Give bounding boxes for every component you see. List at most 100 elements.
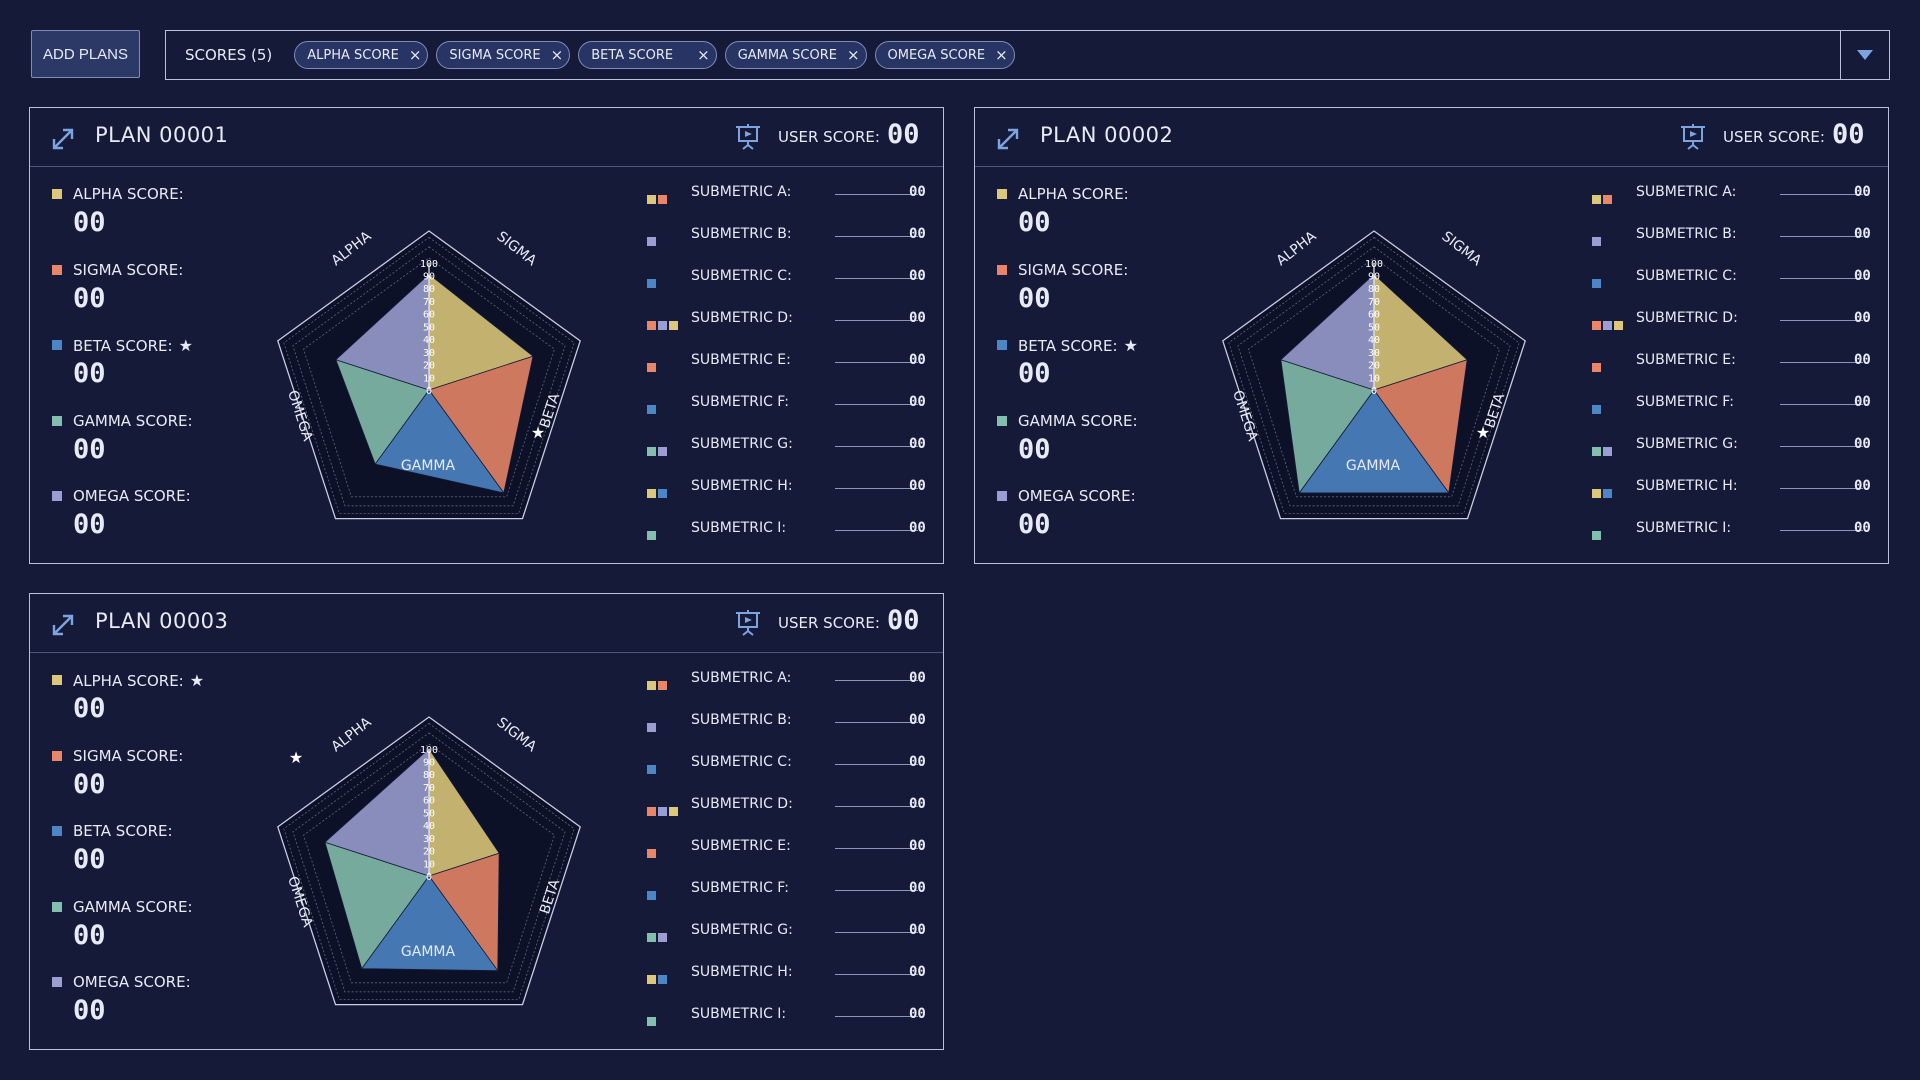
score-color-swatch — [52, 750, 62, 761]
submetric-swatches — [1592, 189, 1632, 208]
submetric-color-swatch — [647, 321, 656, 330]
submetric-row: SUBMETRIC G: 00 — [645, 922, 935, 942]
chip-label: OMEGA SCORE — [887, 47, 986, 63]
chip-alpha-score: ALPHA SCORE × — [294, 41, 429, 69]
chip-remove-gamma-score-icon[interactable]: × — [846, 45, 860, 64]
submetric-divider — [1780, 530, 1863, 531]
presentation-icon[interactable] — [734, 609, 762, 637]
score-value: 00 — [73, 919, 106, 951]
score-label-text: SIGMA SCORE: — [73, 260, 184, 279]
submetric-divider — [835, 932, 918, 933]
radar-ring — [303, 743, 555, 984]
submetric-value: 00 — [1854, 520, 1871, 536]
submetric-row: SUBMETRIC A: 00 — [1590, 184, 1880, 204]
submetric-swatches — [1592, 231, 1632, 250]
submetric-value: 00 — [1854, 226, 1871, 242]
radar-tick-label: 20 — [423, 361, 435, 372]
submetric-divider — [1780, 362, 1863, 363]
user-score-value: 00 — [1832, 119, 1865, 150]
score-label: BETA SCORE: — [73, 822, 173, 840]
submetric-divider — [835, 362, 918, 363]
chip-remove-sigma-score-icon[interactable]: × — [550, 45, 564, 64]
scores-filter-bar[interactable]: SCORES (5) ALPHA SCORE × SIGMA SCORE × B… — [165, 30, 1890, 80]
score-value: 00 — [73, 282, 106, 314]
submetric-value: 00 — [909, 754, 926, 770]
submetric-value: 00 — [1854, 184, 1871, 200]
score-value: 00 — [73, 768, 106, 800]
score-value: 00 — [1018, 358, 1051, 389]
radar-tick-label: 90 — [423, 272, 435, 283]
star-icon: ★ — [531, 423, 545, 442]
expand-icon[interactable] — [50, 612, 76, 638]
submetric-divider — [835, 320, 918, 321]
scores-dropdown-toggle[interactable] — [1840, 31, 1889, 79]
submetric-divider — [835, 890, 918, 891]
submetric-label: SUBMETRIC B: — [1636, 226, 1737, 242]
submetric-row: SUBMETRIC B: 00 — [645, 712, 935, 732]
submetric-value: 00 — [909, 268, 926, 284]
score-label: GAMMA SCORE: — [73, 412, 193, 430]
chip-remove-alpha-score-icon[interactable]: × — [408, 45, 422, 64]
submetric-label: SUBMETRIC D: — [691, 796, 793, 812]
expand-icon[interactable] — [50, 126, 76, 152]
submetric-color-swatch — [647, 765, 656, 774]
radar-tick-label: 60 — [423, 796, 435, 807]
submetric-swatches — [647, 801, 687, 820]
submetric-label: SUBMETRIC I: — [691, 1006, 787, 1022]
submetric-label: SUBMETRIC G: — [691, 436, 793, 452]
chip-remove-omega-score-icon[interactable]: × — [995, 45, 1008, 64]
radar-axis-label-sigma: SIGMA — [1439, 229, 1485, 270]
submetric-value: 00 — [909, 922, 926, 938]
submetric-color-swatch — [1592, 279, 1601, 288]
submetric-swatches — [1592, 441, 1632, 460]
radar-ring — [292, 246, 566, 507]
score-label-text: GAMMA SCORE: — [73, 411, 193, 430]
submetric-row: SUBMETRIC H: 00 — [645, 964, 935, 984]
submetric-value: 00 — [909, 520, 926, 536]
submetric-label: SUBMETRIC A: — [691, 670, 792, 686]
submetric-label: SUBMETRIC E: — [691, 352, 791, 368]
submetric-divider — [835, 806, 918, 807]
submetric-divider — [1780, 236, 1863, 237]
submetric-color-swatch — [669, 807, 678, 816]
submetric-color-swatch — [669, 321, 678, 330]
submetric-swatches — [647, 885, 687, 904]
chip-remove-beta-score-icon[interactable]: × — [697, 45, 710, 64]
submetric-divider — [835, 530, 918, 531]
submetric-row: SUBMETRIC E: 00 — [645, 352, 935, 372]
submetric-color-swatch — [1592, 447, 1601, 456]
radar-tick-label: 100 — [420, 745, 438, 756]
add-plans-button[interactable]: ADD PLANS — [31, 30, 140, 78]
score-label-text: BETA SCORE: — [73, 822, 173, 840]
submetric-divider — [835, 404, 918, 405]
score-color-swatch — [52, 901, 62, 912]
score-color-swatch — [52, 415, 62, 426]
submetric-divider — [835, 194, 918, 195]
submetric-color-swatch — [1592, 321, 1601, 330]
submetric-color-swatch — [647, 891, 656, 900]
submetric-swatches — [647, 189, 687, 208]
submetric-label: SUBMETRIC I: — [691, 520, 787, 536]
submetric-value: 00 — [909, 226, 926, 242]
chip-beta-score: BETA SCORE × — [578, 41, 717, 69]
submetric-color-swatch — [647, 405, 656, 414]
radar-axis-label-alpha: ALPHA — [329, 714, 375, 755]
submetric-value: 00 — [909, 394, 926, 410]
chip-label: ALPHA SCORE — [307, 47, 399, 63]
radar-tick-label: 30 — [423, 834, 435, 845]
submetric-value: 00 — [909, 964, 926, 980]
radar-ring — [1248, 257, 1500, 498]
score-label: ALPHA SCORE: ★ — [73, 671, 204, 690]
radar-tick-label: 10 — [423, 859, 435, 870]
expand-icon[interactable] — [995, 126, 1021, 152]
submetric-swatches — [647, 357, 687, 376]
submetric-divider — [1780, 488, 1863, 489]
submetric-label: SUBMETRIC F: — [691, 394, 789, 410]
presentation-icon[interactable] — [1679, 123, 1707, 151]
submetric-swatches — [647, 483, 687, 502]
submetric-color-swatch — [647, 489, 656, 498]
presentation-icon[interactable] — [734, 123, 762, 151]
caret-down-icon — [1857, 50, 1873, 60]
score-label-text: ALPHA SCORE: — [1018, 185, 1129, 203]
